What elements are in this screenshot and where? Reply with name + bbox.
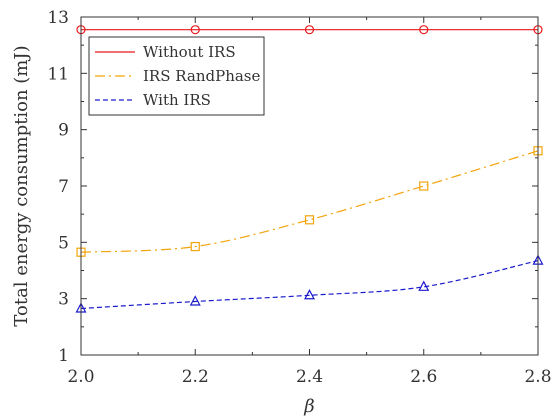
- y-tick-label: 3: [58, 290, 69, 310]
- data-point: [419, 181, 429, 191]
- y-tick-label: 7: [58, 177, 69, 197]
- data-point: [190, 241, 200, 252]
- y-tick-label: 5: [58, 233, 69, 253]
- y-axis-label: Total energy consumption (mJ): [11, 45, 32, 326]
- legend-label: IRS RandPhase: [143, 67, 261, 85]
- data-point: [419, 25, 429, 35]
- y-tick-label: 9: [58, 121, 69, 141]
- x-tick-label: 2.2: [182, 367, 209, 387]
- series-with-irs: [75, 254, 544, 313]
- data-point: [418, 280, 430, 291]
- x-tick-label: 2.0: [67, 367, 94, 387]
- series-line: [80, 150, 539, 253]
- series-irs-randphase: [76, 146, 543, 257]
- y-tick-label: 11: [47, 64, 69, 84]
- series-line: [80, 260, 539, 310]
- y-tick-label: 1: [58, 346, 69, 366]
- legend-label: With IRS: [143, 91, 211, 109]
- series-without-irs: [76, 25, 543, 35]
- data-point: [304, 25, 315, 35]
- data-point: [190, 25, 200, 35]
- legend: Without IRS IRS RandPhase With IRS: [88, 36, 265, 116]
- x-axis-label: β: [303, 396, 314, 417]
- x-tick-label: 2.6: [410, 367, 437, 387]
- data-point: [189, 295, 201, 306]
- x-tick-label: 2.4: [296, 367, 323, 387]
- x-tick-label: 2.8: [524, 367, 551, 387]
- legend-label: Without IRS: [143, 43, 236, 61]
- data-point: [304, 215, 315, 225]
- data-point: [304, 289, 315, 300]
- y-tick-label: 13: [47, 8, 69, 28]
